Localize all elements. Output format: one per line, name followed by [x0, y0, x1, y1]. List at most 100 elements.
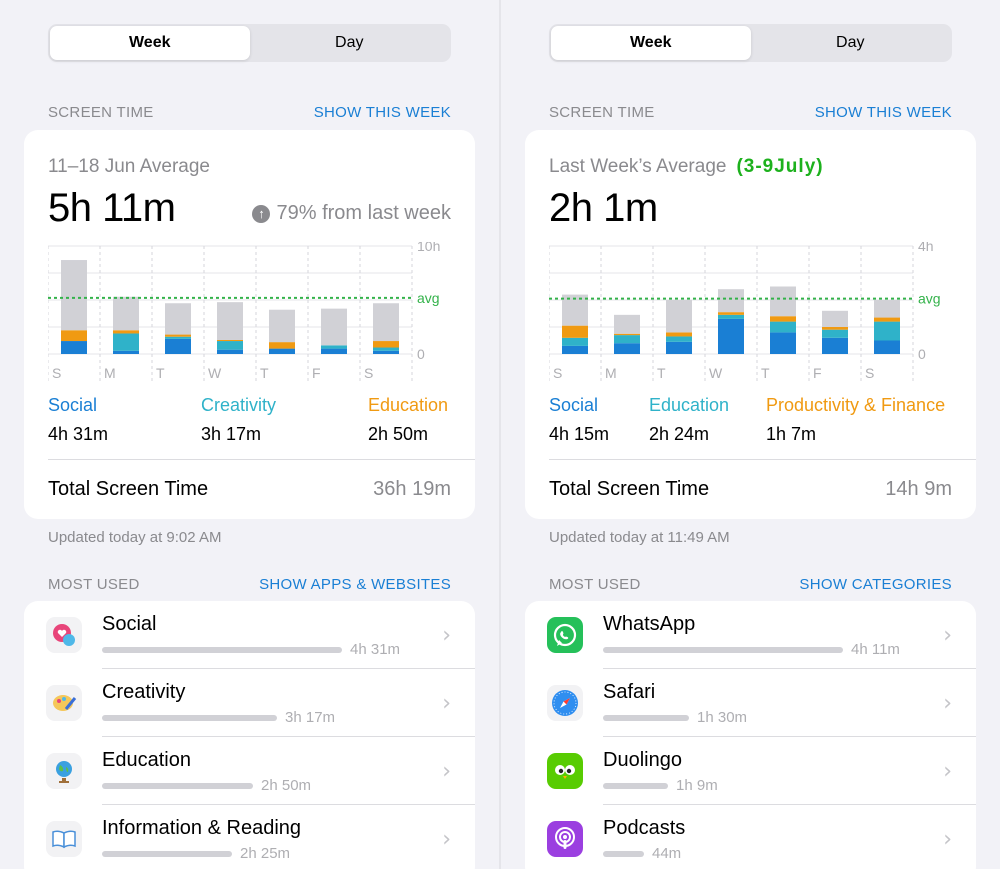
list-item[interactable]: Social 4h 31m ›	[24, 601, 475, 669]
bar-segment	[666, 341, 692, 354]
segment-week[interactable]: Week	[551, 26, 751, 60]
separator	[603, 668, 976, 669]
reading-icon	[46, 821, 82, 857]
category-time: 4h 15m	[549, 424, 610, 444]
list-item[interactable]: Information & Reading 2h 25m ›	[24, 805, 475, 869]
bar-segment	[321, 345, 347, 349]
usage-bar	[102, 783, 253, 789]
bar-segment	[562, 294, 588, 326]
most-used-header: MOST USED SHOW CATEGORIES	[549, 576, 952, 593]
list-item[interactable]: Safari 1h 30m ›	[525, 669, 976, 737]
category-time: 4h 31m	[48, 424, 109, 444]
bar-segment	[61, 341, 87, 354]
x-tick-label: T	[761, 365, 770, 381]
bar-segment	[822, 327, 848, 330]
category-total: Social 4h 15m	[549, 395, 609, 445]
period-segmented-control[interactable]: Week Day	[48, 24, 451, 62]
x-tick-label: T	[156, 365, 165, 381]
x-tick-label: T	[260, 365, 269, 381]
usage-bar	[102, 647, 342, 653]
bar-segment	[770, 321, 796, 333]
x-tick-label: W	[208, 365, 222, 381]
y-tick-label: 10h	[417, 242, 440, 254]
list-item[interactable]: Podcasts 44m ›	[525, 805, 976, 869]
category-name: Social	[549, 395, 599, 415]
category-name: Social	[48, 395, 98, 415]
bar-segment	[770, 286, 796, 317]
bar-segment	[770, 332, 796, 354]
list-item[interactable]: WhatsApp 4h 11m ›	[525, 601, 976, 669]
bar-segment	[61, 260, 87, 331]
list-item[interactable]: Education 2h 50m ›	[24, 737, 475, 805]
usage-bar	[603, 851, 644, 857]
segment-week[interactable]: Week	[50, 26, 250, 60]
bar-segment	[113, 350, 139, 354]
most-used-list: Social 4h 31m › Creativity 3h 17m › Educ…	[24, 601, 475, 869]
separator	[102, 668, 475, 669]
list-item-name: WhatsApp	[603, 613, 696, 635]
list-item-time: 1h 30m	[697, 709, 748, 726]
category-totals: Social 4h 15m Education 2h 24m Productiv…	[549, 395, 952, 445]
list-item-time: 2h 50m	[261, 777, 312, 794]
bar-segment	[614, 333, 640, 336]
segment-day[interactable]: Day	[836, 34, 865, 51]
average-date-note: (3-9July)	[736, 156, 824, 177]
list-item[interactable]: Creativity 3h 17m ›	[24, 669, 475, 737]
separator	[603, 736, 976, 737]
period-segmented-control[interactable]: Week Day	[549, 24, 952, 62]
segment-day[interactable]: Day	[335, 34, 364, 51]
show-apps-websites-link[interactable]: SHOW APPS & WEBSITES	[259, 576, 451, 593]
bar-segment	[217, 339, 243, 342]
list-item-name: Education	[102, 749, 191, 771]
bar-segment	[822, 337, 848, 354]
bar-segment	[718, 312, 744, 315]
bar-segment	[113, 330, 139, 334]
show-this-week-link[interactable]: SHOW THIS WEEK	[313, 104, 451, 121]
bar-segment	[217, 349, 243, 354]
screen-time-title: SCREEN TIME	[549, 104, 655, 121]
bar-segment	[874, 340, 900, 354]
trend-text: 79% from last week	[276, 202, 451, 224]
list-item-time: 44m	[652, 845, 682, 862]
x-tick-label: S	[364, 365, 373, 381]
safari-icon	[547, 685, 583, 721]
podcasts-icon	[547, 821, 583, 857]
most-used-title: MOST USED	[48, 576, 140, 593]
duolingo-icon	[547, 753, 583, 789]
category-total: Social 4h 31m	[48, 395, 108, 445]
show-categories-link[interactable]: SHOW CATEGORIES	[799, 576, 952, 593]
bar-segment	[165, 334, 191, 337]
screen-time-header: SCREEN TIME SHOW THIS WEEK	[48, 104, 451, 121]
chevron-right-icon: ›	[943, 759, 952, 784]
category-time: 2h 24m	[649, 424, 710, 444]
show-this-week-link[interactable]: SHOW THIS WEEK	[814, 104, 952, 121]
bar-segment	[614, 314, 640, 334]
average-label: Last Week’s Average (3-9July)	[549, 156, 824, 177]
category-totals: Social 4h 31m Creativity 3h 17m Educatio…	[48, 395, 451, 445]
bar-segment	[269, 342, 295, 349]
list-item-time: 2h 25m	[240, 845, 291, 862]
chevron-right-icon: ›	[442, 691, 451, 716]
left-panel: Week Day SCREEN TIME SHOW THIS WEEK 11–1…	[24, 24, 475, 869]
bar-segment	[165, 303, 191, 335]
x-tick-label: F	[813, 365, 822, 381]
bar-segment	[874, 317, 900, 322]
usage-bar	[603, 715, 689, 721]
total-screen-time-value: 36h 19m	[373, 478, 451, 500]
average-value: 5h 11m	[48, 186, 176, 230]
summary-card: 11–18 Jun Average 5h 11m ↑ 79% from last…	[24, 130, 475, 519]
whatsapp-icon	[547, 617, 583, 653]
bar-segment	[61, 330, 87, 342]
list-item[interactable]: Duolingo 1h 9m ›	[525, 737, 976, 805]
list-item-name: Information & Reading	[102, 817, 302, 839]
x-tick-label: S	[865, 365, 874, 381]
category-name: Education	[649, 395, 730, 415]
bar-segment	[373, 347, 399, 351]
list-item-name: Duolingo	[603, 749, 682, 771]
usage-bar	[102, 851, 232, 857]
chevron-right-icon: ›	[943, 827, 952, 852]
education-icon	[46, 753, 82, 789]
list-item-time: 1h 9m	[676, 777, 718, 794]
most-used-header: MOST USED SHOW APPS & WEBSITES	[48, 576, 451, 593]
average-label: 11–18 Jun Average	[48, 156, 210, 177]
